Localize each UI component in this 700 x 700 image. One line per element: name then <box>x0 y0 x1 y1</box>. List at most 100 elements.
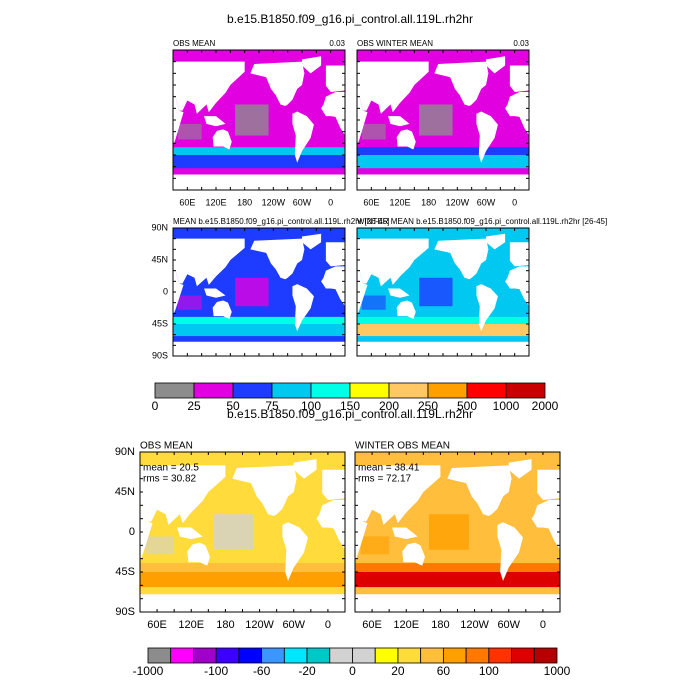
annotation: rms = 72.17 <box>358 474 412 485</box>
ocean-patch <box>360 536 390 555</box>
colorbar-label: 200 <box>379 399 399 413</box>
colorbar-box <box>271 382 312 399</box>
x-tick-label: 120W <box>446 197 470 207</box>
x-tick-label: 60E <box>179 197 195 207</box>
land <box>250 238 305 280</box>
colorbar-box <box>349 382 390 399</box>
colorbar-box <box>420 647 444 664</box>
x-tick-label: 60E <box>147 619 167 631</box>
colorbar-box <box>374 647 399 664</box>
x-tick-label: 180 <box>216 619 234 631</box>
land <box>173 95 184 146</box>
land <box>177 527 203 540</box>
x-tick-label: 120W <box>262 197 286 207</box>
ocean-patch <box>214 514 254 550</box>
land <box>355 503 368 562</box>
colorbar-label: 150 <box>340 399 360 413</box>
land <box>173 61 245 114</box>
colorbar-label: 25 <box>187 399 201 413</box>
land <box>505 266 529 307</box>
colorbar-box <box>170 647 194 664</box>
x-tick-label: 60W <box>293 197 312 207</box>
x-tick-label: 60W <box>477 197 496 207</box>
x-tick-label: 0 <box>325 619 331 631</box>
x-tick-label: 60W <box>282 619 305 631</box>
x-tick-label: 60E <box>363 197 379 207</box>
land <box>321 266 345 307</box>
land <box>434 238 489 280</box>
land <box>173 174 345 190</box>
ocean-band <box>173 155 345 169</box>
colorbar-box <box>488 647 512 664</box>
ocean-patch <box>419 104 453 136</box>
colorbar-box <box>511 647 535 664</box>
x-tick-label: 120W <box>460 619 489 631</box>
land <box>402 542 426 566</box>
land <box>537 469 560 500</box>
land <box>388 116 410 127</box>
land <box>476 284 498 332</box>
y-tick-label: 45N <box>115 486 135 498</box>
land <box>357 269 368 316</box>
ocean-patch <box>145 536 175 555</box>
land <box>531 500 560 550</box>
land <box>396 300 416 320</box>
annotation: rms = 30.82 <box>143 474 197 485</box>
x-tick-label: 0 <box>540 619 546 631</box>
y-tick-label: 0 <box>129 526 135 538</box>
colorbar-label: 1000 <box>544 664 571 678</box>
panel-label: WINTER OBS MEAN <box>355 441 450 452</box>
colorbar-label: 50 <box>226 399 240 413</box>
y-tick-label: 90N <box>115 446 135 458</box>
x-tick-label: 120E <box>389 197 410 207</box>
land <box>140 465 226 525</box>
ocean-patch <box>429 514 469 550</box>
land <box>357 174 529 190</box>
land <box>292 284 314 332</box>
colorbar-label: 100 <box>301 399 321 413</box>
land <box>434 61 489 106</box>
colorbar-label: 500 <box>457 399 477 413</box>
ocean-patch <box>361 295 386 310</box>
land <box>293 459 317 479</box>
colorbar-box <box>154 382 195 399</box>
land <box>173 341 345 356</box>
ocean-patch <box>235 277 269 307</box>
colorbar-label: -60 <box>253 664 271 678</box>
y-tick-label: 45S <box>115 566 135 578</box>
land <box>355 594 560 612</box>
colorbar-box <box>238 647 263 664</box>
panel-label: 0.03 <box>513 39 529 48</box>
colorbar-box <box>442 647 467 664</box>
land <box>250 61 305 106</box>
colorbar-label: 2000 <box>532 399 559 413</box>
ocean-band <box>173 147 345 159</box>
x-tick-label: 180 <box>421 197 436 207</box>
colorbar-box <box>352 647 376 664</box>
map-panel <box>356 49 530 191</box>
colorbar-label: 0 <box>152 399 159 413</box>
y-tick-label: 90N <box>151 222 168 232</box>
land <box>497 522 523 581</box>
land <box>486 56 506 74</box>
colorbar-box <box>147 647 172 664</box>
land <box>357 61 429 114</box>
ocean-patch <box>235 104 269 136</box>
land <box>321 92 345 136</box>
colorbar-box <box>261 647 285 664</box>
land <box>292 111 314 163</box>
x-tick-label: 120E <box>205 197 226 207</box>
y-tick-label: 45S <box>152 318 168 328</box>
panel-label: OBS WINTER MEAN <box>357 39 433 48</box>
land <box>173 269 184 316</box>
colorbar-label: -100 <box>204 664 228 678</box>
colorbar-label: 20 <box>391 664 405 678</box>
land <box>505 92 529 136</box>
colorbar-label: 250 <box>418 399 438 413</box>
land <box>322 469 345 500</box>
ocean-band <box>173 324 345 337</box>
figure-title: b.e15.B1850.f09_g16.pi_control.all.119L.… <box>227 407 473 421</box>
y-tick-label: 0 <box>163 286 168 296</box>
colorbar-box <box>388 382 429 399</box>
colorbar-box <box>232 382 273 399</box>
